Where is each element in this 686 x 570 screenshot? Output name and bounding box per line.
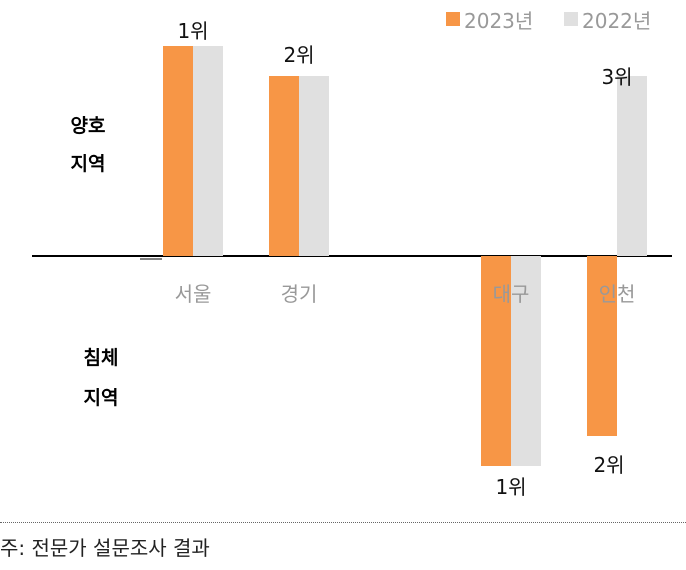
bar-2023-0: [163, 46, 193, 256]
bar-2022-1: [299, 76, 329, 256]
legend-label-1: 2022년: [582, 9, 651, 33]
data-label-4: 2위: [593, 453, 624, 477]
category-label-1: 경기: [281, 282, 318, 306]
side-label-top-0: 양호: [71, 115, 106, 137]
category-label-3: 인천: [599, 282, 636, 306]
legend-label-0: 2023년: [464, 9, 533, 33]
data-label-2: 3위: [601, 65, 632, 89]
data-label-3: 1위: [495, 475, 526, 499]
bar-2023-2: [481, 256, 511, 466]
divider: [0, 522, 686, 523]
category-label-2: 대구: [493, 282, 530, 306]
bar-2022-3: [617, 76, 647, 256]
legend-swatch-0: [446, 12, 460, 26]
legend-swatch-1: [564, 12, 578, 26]
data-label-0: 1위: [177, 19, 208, 43]
bar-2023-1: [269, 76, 299, 256]
bar-2023-3: [587, 256, 617, 436]
side-label-top-1: 지역: [71, 153, 106, 175]
bar-2022-0: [193, 46, 223, 256]
side-label-bottom-0: 침체: [84, 347, 119, 369]
data-label-1: 2위: [283, 43, 314, 67]
side-label-bottom-1: 지역: [84, 387, 119, 409]
footnote: 주: 전문가 설문조사 결과: [0, 536, 210, 560]
category-label-0: 서울: [175, 282, 212, 306]
bar-2022-2: [511, 256, 541, 466]
